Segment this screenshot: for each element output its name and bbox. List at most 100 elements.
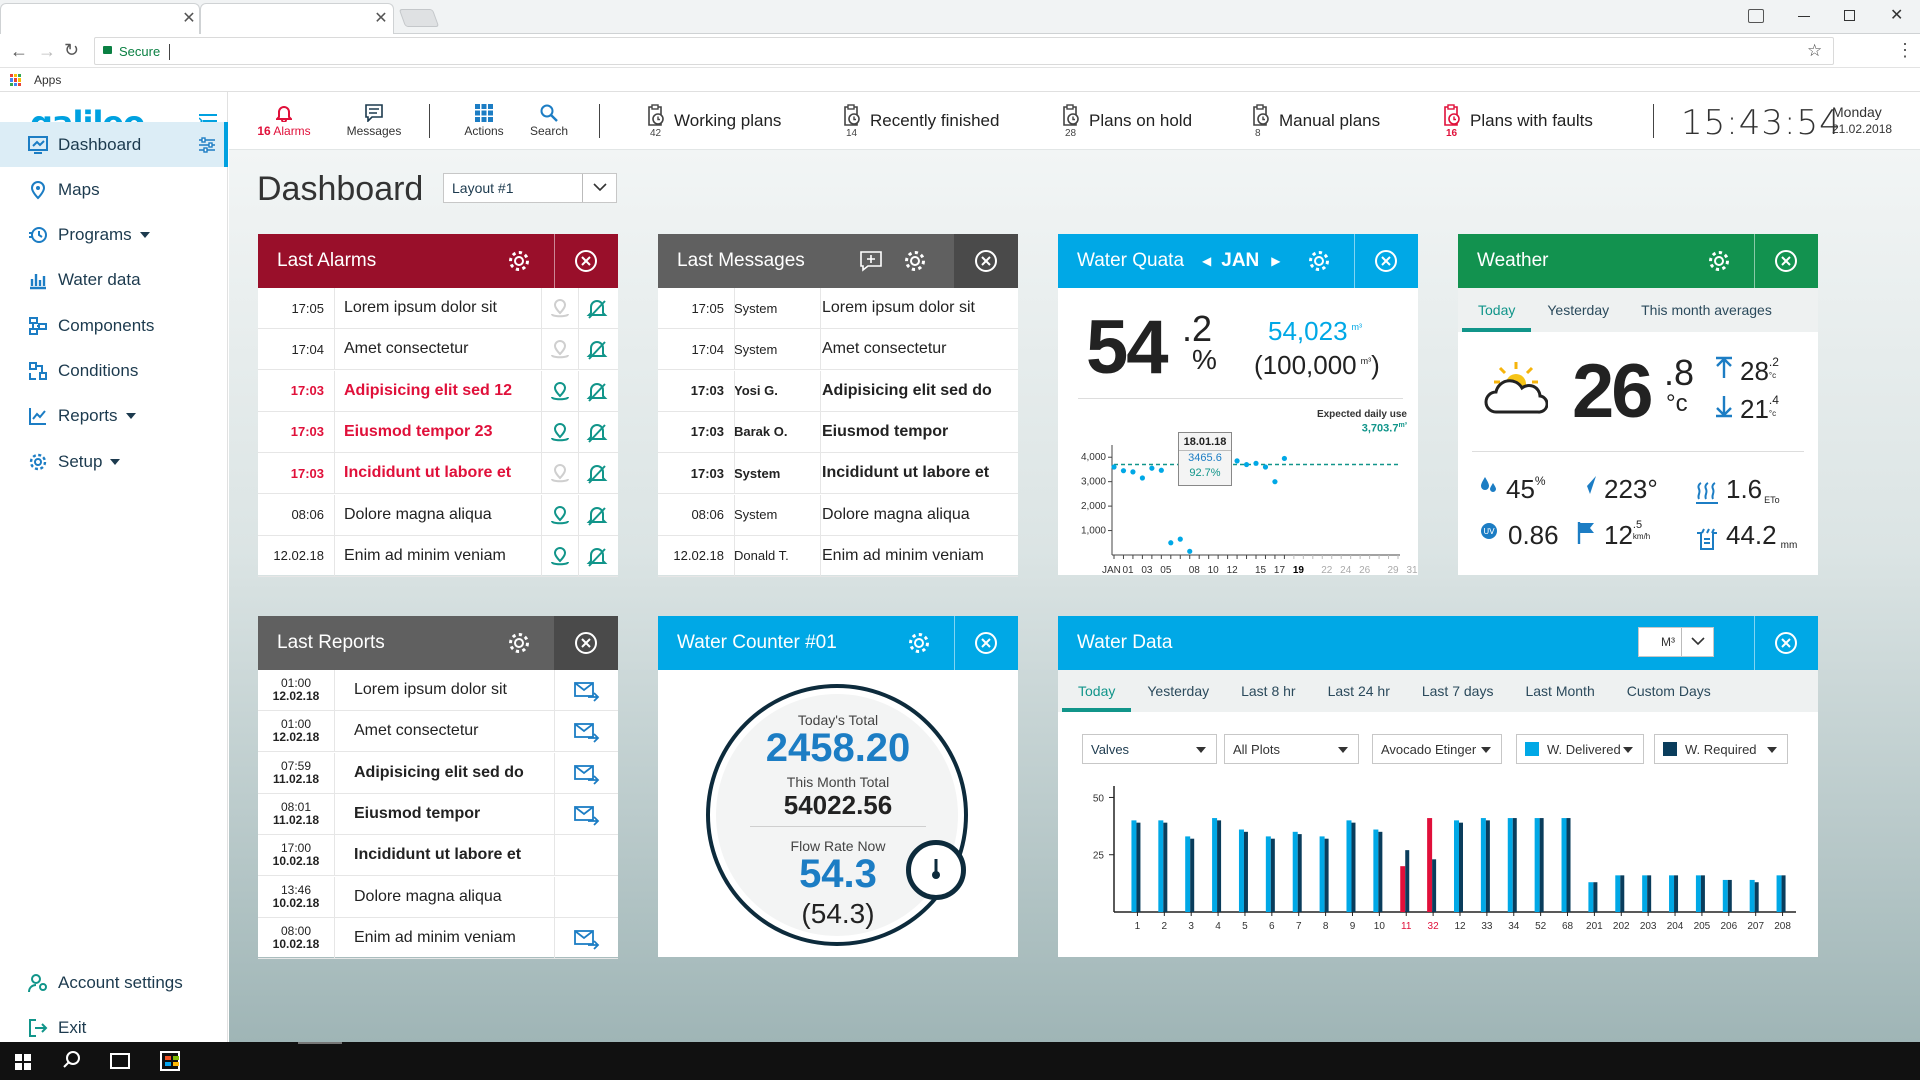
water-data-tab[interactable]: Last 8 hr [1241, 683, 1296, 699]
report-row[interactable]: 08:00 10.02.18 Enim ad minim veniam [258, 917, 618, 959]
bar-required[interactable] [1297, 834, 1302, 912]
location-pin-icon[interactable] [549, 298, 571, 320]
apps-grid-icon[interactable] [10, 74, 22, 86]
close-card-button[interactable] [1355, 234, 1417, 288]
browser-menu-icon[interactable]: ⋮ [1896, 40, 1914, 60]
bar-required[interactable] [1136, 822, 1141, 912]
location-pin-icon[interactable] [549, 463, 571, 485]
bar-delivered[interactable] [1185, 836, 1191, 912]
address-bar[interactable]: Secure ☆ [94, 37, 1834, 65]
data-point[interactable] [1187, 548, 1193, 554]
bar-delivered[interactable] [1373, 829, 1379, 912]
bar-delivered[interactable] [1319, 836, 1325, 912]
filter-select[interactable]: Avocado Etinger [1372, 734, 1502, 764]
bar-delivered[interactable] [1561, 818, 1567, 912]
alarm-row[interactable]: 17:05 Lorem ipsum dolor sit [258, 288, 618, 329]
forward-icon[interactable]: → [38, 41, 56, 61]
data-point[interactable] [1234, 458, 1240, 464]
sidebar-item-water-data[interactable]: Water data [0, 258, 228, 303]
search-button[interactable]: Search [519, 92, 579, 150]
bar-required[interactable] [1700, 875, 1705, 912]
bar-required[interactable] [1754, 882, 1759, 912]
filter-select[interactable]: W. Required [1654, 734, 1788, 764]
cast-icon[interactable] [1748, 9, 1764, 23]
alarm-row[interactable]: 17:04 Amet consectetur [258, 329, 618, 371]
bar-delivered[interactable] [1131, 820, 1137, 912]
data-point[interactable] [1139, 475, 1145, 481]
bar-delivered[interactable] [1588, 882, 1594, 912]
bar-delivered[interactable] [1722, 879, 1728, 912]
bar-required[interactable] [1163, 822, 1168, 912]
bar-required[interactable] [1647, 875, 1652, 912]
actions-button[interactable]: Actions [449, 92, 519, 150]
data-point[interactable] [1177, 536, 1183, 542]
bar-required[interactable] [1432, 859, 1437, 912]
message-row[interactable]: 17:04 System Amet consectetur [658, 329, 1018, 371]
data-point[interactable] [1272, 479, 1278, 485]
settings-button[interactable] [890, 234, 940, 288]
bar-delivered[interactable] [1534, 818, 1540, 912]
report-row[interactable]: 01:00 12.02.18 Lorem ipsum dolor sit [258, 670, 618, 711]
bar-delivered[interactable] [1749, 879, 1755, 912]
new-message-button[interactable] [848, 234, 894, 288]
bar-delivered[interactable] [1158, 820, 1164, 912]
minimize-icon[interactable] [1798, 16, 1810, 17]
filter-select[interactable]: Valves [1082, 734, 1217, 764]
weather-tab[interactable]: This month averages [1641, 302, 1772, 318]
bar-required[interactable] [1512, 818, 1517, 912]
location-pin-icon[interactable] [549, 339, 571, 361]
bar-required[interactable] [1217, 820, 1222, 912]
water-data-tab[interactable]: Last 7 days [1421, 683, 1494, 699]
reload-icon[interactable]: ↻ [64, 40, 80, 60]
bar-delivered[interactable] [1427, 818, 1433, 912]
message-row[interactable]: 08:06 System Dolore magna aliqua [658, 494, 1018, 536]
bar-required[interactable] [1270, 838, 1275, 912]
data-point[interactable] [1243, 461, 1250, 468]
close-window-icon[interactable]: ✕ [1890, 7, 1904, 24]
mute-alarm-icon[interactable] [586, 339, 608, 361]
sidebar-item-components[interactable]: Components [0, 303, 228, 348]
sidebar-item-dashboard[interactable]: Dashboard [0, 122, 228, 167]
alarm-row[interactable]: 17:03 Incididunt ut labore et [258, 453, 618, 495]
close-card-button[interactable] [955, 616, 1017, 670]
browser-tab-active[interactable]: ✕ [200, 3, 394, 34]
report-row[interactable]: 17:00 10.02.18 Incididunt ut labore et [258, 835, 618, 877]
plan-recently-finished[interactable]: 14 Recently finished [842, 92, 999, 150]
bar-required[interactable] [1674, 875, 1679, 912]
mute-alarm-icon[interactable] [586, 298, 608, 320]
plan-plans-on-hold[interactable]: 28 Plans on hold [1061, 92, 1192, 150]
bar-delivered[interactable] [1212, 818, 1218, 912]
mute-alarm-icon[interactable] [586, 546, 608, 568]
water-data-tab[interactable]: Last 24 hr [1327, 683, 1390, 699]
account-settings-link[interactable]: Account settings [0, 960, 228, 1005]
location-pin-icon[interactable] [549, 381, 571, 403]
bar-delivered[interactable] [1669, 875, 1675, 912]
plan-working-plans[interactable]: 42 Working plans [646, 92, 781, 150]
bar-delivered[interactable] [1265, 836, 1271, 912]
prev-month-icon[interactable]: ◀ [1202, 254, 1212, 268]
bar-delivered[interactable] [1507, 818, 1513, 912]
report-row[interactable]: 01:00 12.02.18 Amet consectetur [258, 711, 618, 753]
location-pin-icon[interactable] [549, 546, 571, 568]
alarms-button[interactable]: 16 Alarms [254, 92, 314, 150]
unit-select[interactable]: M³ [1638, 627, 1714, 657]
bar-required[interactable] [1566, 818, 1571, 912]
data-point[interactable] [1262, 464, 1269, 470]
sidebar-item-programs[interactable]: Programs [0, 213, 228, 258]
bar-required[interactable] [1593, 882, 1598, 912]
message-row[interactable]: 17:03 Barak O. Eiusmod tempor [658, 411, 1018, 453]
plan-plans-with-faults[interactable]: 16 Plans with faults [1442, 92, 1593, 150]
star-icon[interactable]: ☆ [1807, 41, 1823, 60]
data-point[interactable] [1281, 455, 1287, 462]
settings-button[interactable] [1688, 234, 1750, 288]
filter-select[interactable]: All Plots [1224, 734, 1359, 764]
bar-required[interactable] [1781, 875, 1786, 912]
send-mail-icon[interactable] [574, 721, 600, 743]
bar-delivered[interactable] [1695, 875, 1701, 912]
bar-required[interactable] [1378, 831, 1383, 912]
plan-manual-plans[interactable]: 8 Manual plans [1251, 92, 1380, 150]
bar-delivered[interactable] [1776, 875, 1782, 912]
windows-start-icon[interactable] [15, 1054, 31, 1070]
search-icon[interactable] [62, 1050, 82, 1070]
close-tab-icon[interactable]: ✕ [374, 10, 388, 27]
